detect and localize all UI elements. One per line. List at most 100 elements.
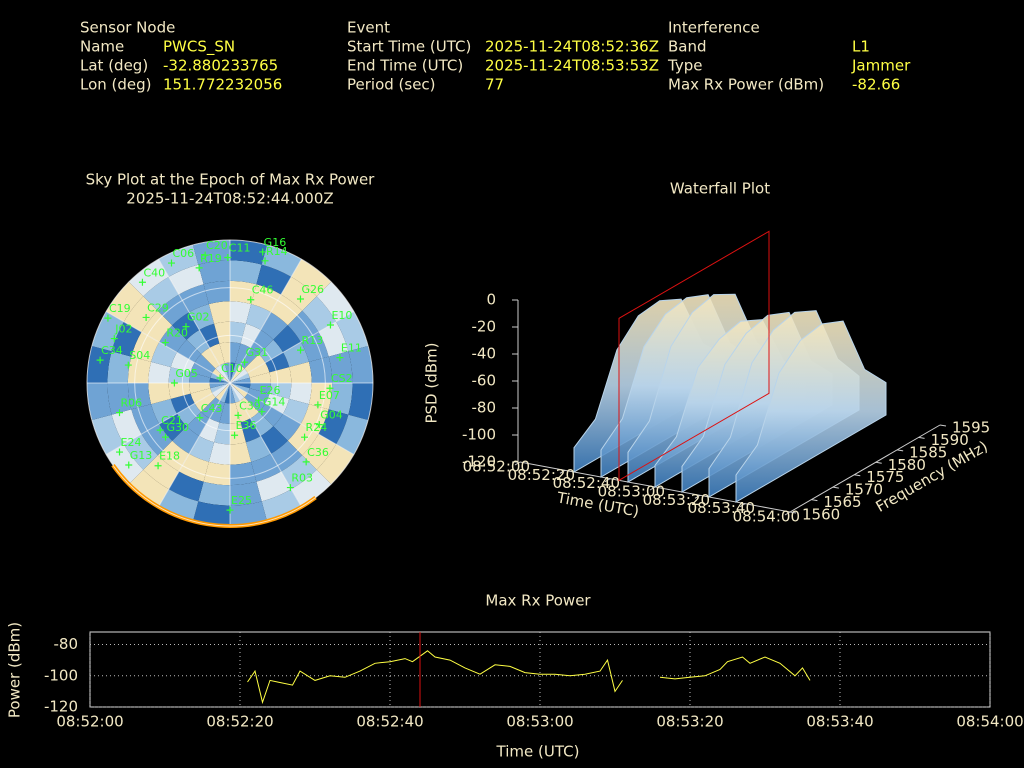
sky-cell — [151, 398, 177, 424]
sky-cell — [199, 323, 220, 348]
satellite-marker — [196, 414, 204, 422]
sky-cell — [87, 346, 112, 383]
satellite-label: E11 — [341, 342, 362, 355]
sky-cell — [230, 383, 236, 404]
sky-cell — [194, 354, 216, 373]
sky-cell — [240, 323, 261, 348]
sky-cell — [212, 368, 230, 383]
satellite-marker — [124, 361, 132, 369]
x-tick-label: 08:52:20 — [206, 713, 273, 731]
sky-cell — [230, 383, 251, 389]
sky-cell — [219, 342, 230, 364]
sky-cell — [235, 400, 251, 423]
chart-subtitle: 2025-11-24T08:52:44.000Z — [126, 190, 333, 208]
satellite-label: C29 — [147, 301, 169, 314]
sky-cell — [244, 393, 266, 412]
x-tick — [514, 461, 521, 466]
sky-cell — [193, 501, 230, 526]
satellite-marker — [110, 335, 118, 343]
sky-cell — [168, 264, 204, 295]
x-tick — [784, 511, 791, 516]
sky-cell — [230, 365, 245, 383]
satellite-label: R06 — [120, 397, 142, 410]
y-tick-label: 1595 — [952, 419, 990, 437]
sky-cell — [261, 489, 302, 522]
satellite-label: C39 — [239, 399, 261, 412]
field-label: Lat (deg) — [80, 57, 148, 75]
sky-cell — [235, 343, 251, 366]
sky-cell — [240, 397, 259, 419]
satellite-label: G02 — [187, 311, 210, 324]
sky-cell — [178, 284, 209, 313]
sky-cell — [106, 281, 144, 322]
sky-cell — [251, 284, 282, 313]
y-tick-label: -80 — [54, 635, 79, 653]
satellite-label: G13 — [130, 449, 153, 462]
sky-cell — [131, 404, 160, 435]
sky-cell — [170, 352, 195, 373]
satellite-label: R14 — [266, 245, 288, 258]
x-tick — [604, 478, 611, 483]
field-value: 151.772232056 — [163, 76, 282, 94]
chart-title: Waterfall Plot — [670, 180, 770, 198]
section-title: Sensor Node — [80, 19, 175, 37]
y-tick — [789, 511, 797, 514]
sky-cell — [230, 422, 246, 445]
field-label: Lon (deg) — [80, 76, 152, 94]
x-tick-label: 08:52:40 — [553, 474, 620, 492]
sky-cell — [168, 383, 191, 399]
satellite-marker — [161, 433, 169, 441]
y-tick — [811, 499, 818, 502]
sky-cell — [328, 351, 353, 383]
satellite-label: R20 — [166, 327, 188, 340]
sky-cell — [245, 436, 271, 462]
sky-cell — [190, 388, 213, 404]
sky-cell — [230, 377, 251, 383]
satellite-label: E36 — [236, 419, 257, 432]
sky-cell — [141, 310, 173, 343]
satellite-label: G14 — [263, 396, 286, 409]
sky-cell — [318, 409, 349, 445]
satellite-marker — [125, 461, 133, 469]
sky-cell — [283, 398, 309, 424]
sky-cell — [281, 276, 317, 311]
satellite-label: E07 — [319, 389, 340, 402]
section-title: Event — [347, 19, 390, 37]
sky-cell — [198, 260, 230, 285]
field-value: -82.66 — [852, 76, 900, 94]
satellite-label: R03 — [291, 472, 313, 485]
sky-cell — [176, 403, 202, 427]
sky-cell — [291, 259, 332, 297]
sky-cell — [336, 311, 369, 352]
sky-cell — [265, 393, 290, 414]
sky-cell — [230, 240, 267, 265]
sky-cell — [128, 259, 169, 297]
power-line — [247, 650, 811, 705]
satellite-marker — [195, 264, 203, 272]
x-tick-label: 08:52:20 — [508, 466, 575, 484]
satellite-marker — [326, 384, 334, 392]
x-tick — [559, 469, 566, 474]
x-tick-label: 08:52:40 — [356, 713, 423, 731]
satellite-label: C46 — [252, 284, 274, 297]
satellite-marker — [226, 506, 234, 514]
field-value: Jammer — [851, 57, 911, 75]
field-label: Start Time (UTC) — [347, 38, 471, 56]
satellite-marker — [161, 339, 169, 347]
sky-cell — [308, 356, 333, 383]
sky-cell — [201, 347, 220, 369]
satellite-label: C34 — [101, 344, 123, 357]
y-tick-label: 1580 — [888, 456, 926, 474]
satellite-marker — [301, 433, 309, 441]
satellite-label: C40 — [143, 266, 165, 279]
satellite-marker — [224, 253, 232, 261]
sky-cell — [244, 354, 266, 373]
sky-cell — [178, 453, 209, 482]
sky-cell — [87, 383, 112, 420]
satellite-label: J02 — [114, 323, 132, 336]
satellite-label: R19 — [200, 252, 222, 265]
sky-cell — [247, 362, 270, 378]
sky-cell — [208, 301, 230, 324]
sky-cell — [212, 383, 230, 398]
sky-cell — [251, 453, 282, 482]
